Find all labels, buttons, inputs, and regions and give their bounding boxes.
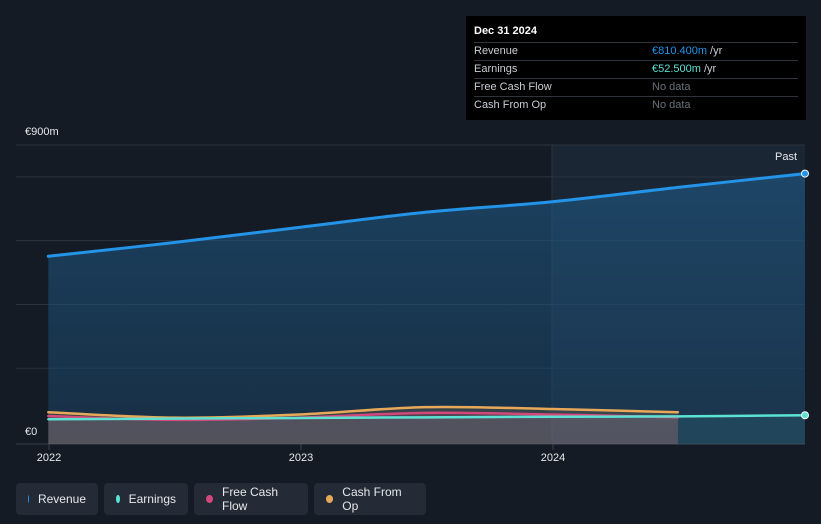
y-tick-label-zero: €0: [25, 426, 38, 438]
series-areas: [48, 173, 806, 444]
tooltip-row-free-cash-flow: Free Cash Flow No data: [474, 78, 798, 96]
past-label: Past: [775, 151, 797, 163]
earnings-area: [48, 415, 806, 444]
series-lines: [46, 169, 809, 422]
x-tick-label: 2023: [289, 452, 313, 464]
legend-dot-icon: [206, 495, 213, 503]
legend-label: Free Cash Flow: [221, 485, 279, 513]
revenue-line: [46, 172, 807, 258]
y-tick-label-top: €900m: [25, 126, 59, 138]
earnings-endpoint: [801, 411, 809, 420]
tooltip-date: Dec 31 2024: [474, 25, 537, 37]
legend-dot-icon: [326, 495, 334, 503]
tooltip-row-earnings: Earnings €52.500m/yr: [474, 60, 798, 78]
legend-cash-from-op[interactable]: Cash From Op: [314, 483, 426, 515]
x-tick-label: 2022: [37, 452, 61, 464]
tooltip-label: Revenue: [474, 45, 519, 57]
chart: 2022 2023 2024 Past: [16, 144, 809, 464]
x-tick-label: 2024: [541, 452, 565, 464]
earnings-line: [47, 414, 807, 421]
tooltip-row-revenue: Revenue €810.400m/yr: [474, 42, 798, 60]
tooltip-value: €810.400m/yr: [652, 45, 723, 57]
tooltip-label: Cash From Op: [474, 99, 547, 111]
tooltip-label: Earnings: [474, 63, 518, 75]
legend-free-cash-flow[interactable]: Free Cash Flow: [194, 483, 308, 515]
legend-dot-icon: [116, 495, 120, 503]
legend-dot-icon: [28, 495, 29, 503]
legend: Revenue Earnings Free Cash Flow Cash Fro…: [16, 483, 426, 515]
revenue-area: [48, 173, 806, 444]
cash-from-op-line: [47, 405, 680, 419]
legend-earnings[interactable]: Earnings: [104, 483, 188, 515]
tooltip-value: No data: [652, 81, 691, 93]
legend-label: Earnings: [128, 492, 176, 506]
legend-label: Cash From Op: [342, 485, 402, 513]
tooltip-label: Free Cash Flow: [474, 81, 552, 93]
tooltip-value: €52.500m/yr: [652, 63, 717, 75]
legend-label: Revenue: [37, 492, 86, 506]
legend-revenue[interactable]: Revenue: [16, 483, 98, 515]
revenue-endpoint: [801, 169, 809, 178]
tooltip-value: No data: [652, 99, 691, 111]
tooltip: Dec 31 2024 Revenue €810.400m/yr Earning…: [466, 16, 806, 120]
x-axis: 2022 2023 2024: [37, 444, 565, 464]
tooltip-row-cash-from-op: Cash From Op No data: [474, 96, 798, 114]
